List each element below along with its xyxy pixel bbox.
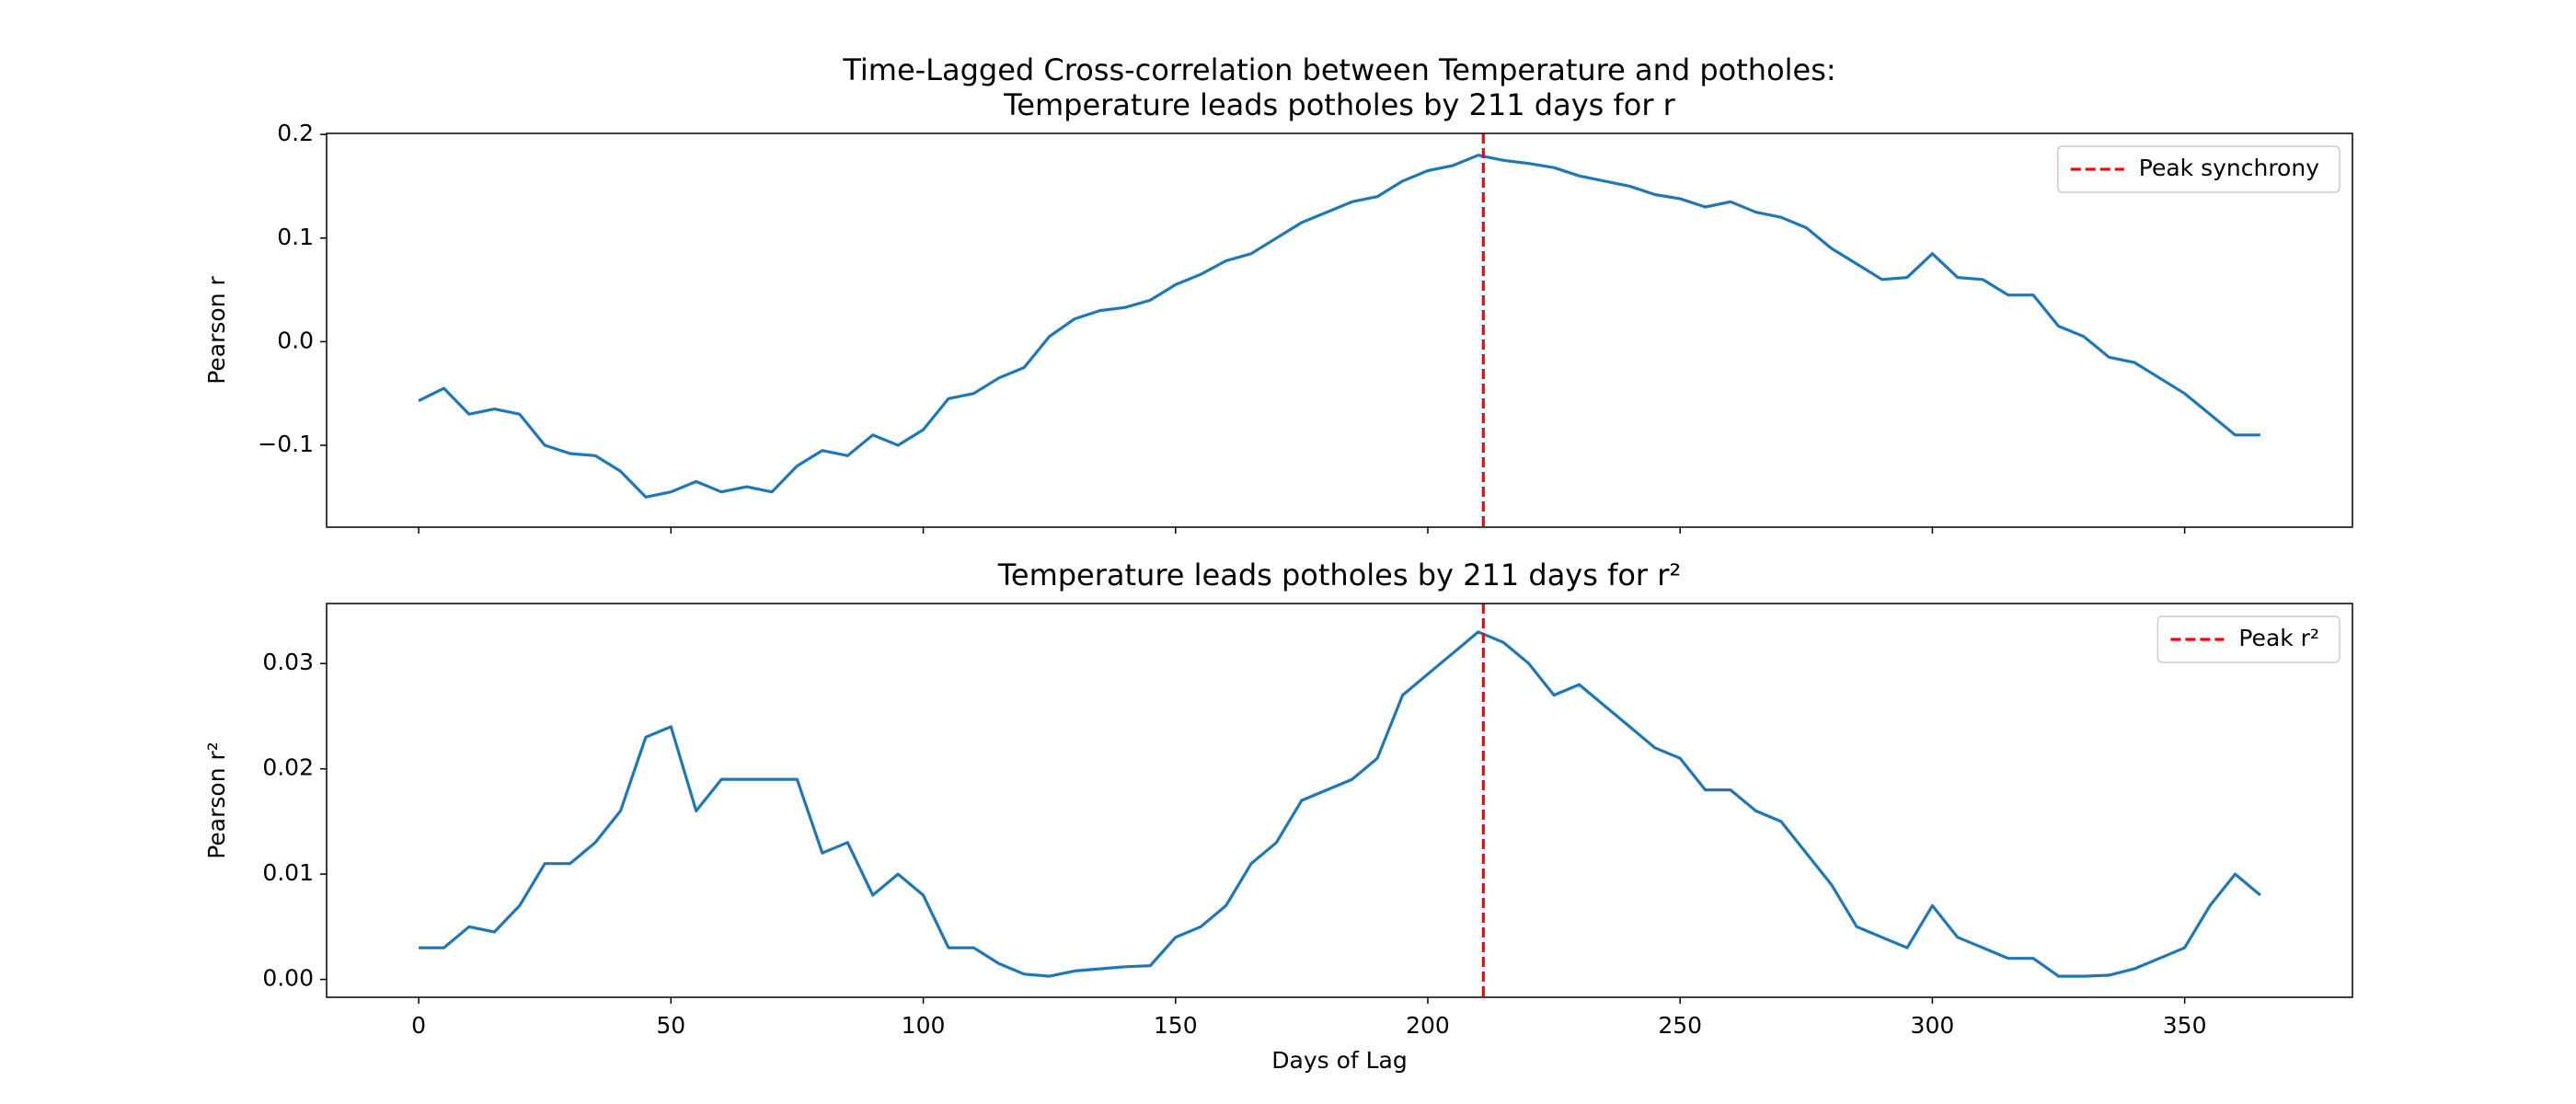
x-tick-label: 0 <box>411 1012 426 1039</box>
y-tick-label: 0.0 <box>277 327 314 353</box>
y-axis-label: Pearson r <box>203 276 230 385</box>
y-tick-label: 0.1 <box>277 224 314 250</box>
chart-title: Time-Lagged Cross-correlation between Te… <box>842 52 1835 87</box>
axes-frame <box>326 603 2353 998</box>
y-tick-label: 0.2 <box>277 120 314 146</box>
data-line <box>418 154 2260 499</box>
x-tick-label: 250 <box>1658 1012 1702 1039</box>
axes-frame <box>326 132 2353 528</box>
legend-label: Peak r² <box>2238 625 2319 651</box>
legend-label: Peak synchrony <box>2139 155 2319 181</box>
y-tick-label: 0.03 <box>262 649 314 675</box>
legend-box <box>2057 145 2340 193</box>
y-tick-label: 0.02 <box>262 754 314 781</box>
y-tick-label: 0.00 <box>262 965 314 992</box>
data-line <box>419 630 2261 978</box>
x-tick-label: 50 <box>656 1012 685 1039</box>
x-tick-label: 100 <box>902 1012 946 1039</box>
x-tick-label: 300 <box>1911 1012 1955 1039</box>
x-axis-label: Days of Lag <box>1271 1047 1408 1074</box>
x-tick-label: 150 <box>1154 1012 1198 1039</box>
y-tick-label: −0.1 <box>258 431 314 457</box>
x-tick-label: 350 <box>2163 1012 2207 1039</box>
y-axis-label: Pearson r² <box>203 742 230 859</box>
chart-subtitle: Temperature leads potholes by 211 days f… <box>1003 87 1675 122</box>
y-tick-label: 0.01 <box>262 859 314 886</box>
x-tick-label: 200 <box>1406 1012 1450 1039</box>
chart-title: Temperature leads potholes by 211 days f… <box>997 558 1681 592</box>
legend-box <box>2156 615 2340 663</box>
